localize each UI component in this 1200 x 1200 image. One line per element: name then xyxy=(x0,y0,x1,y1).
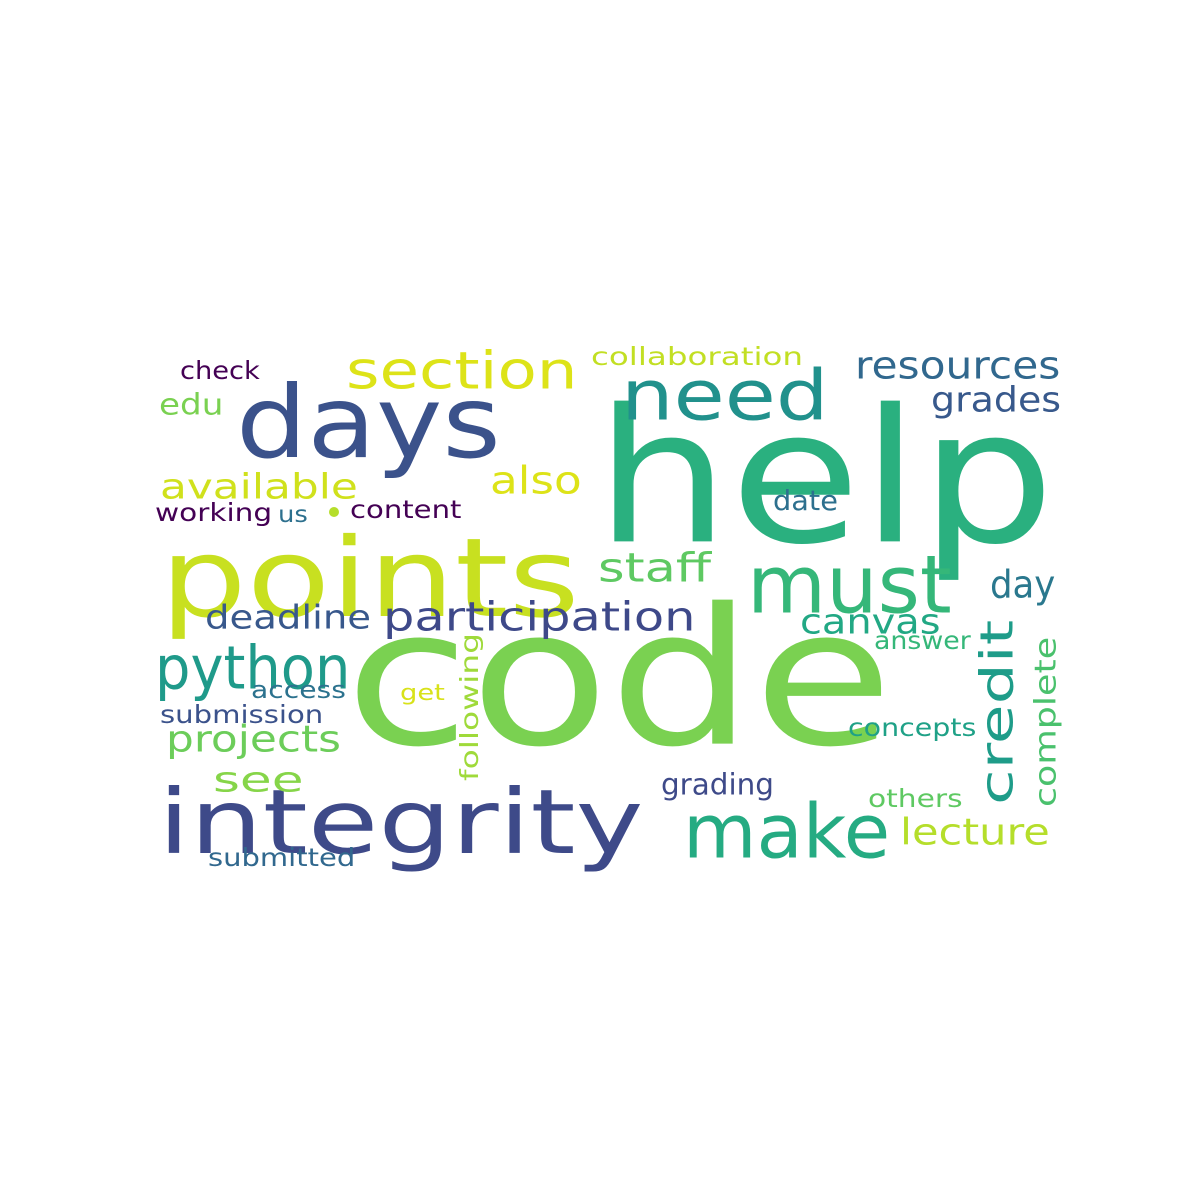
word-content: content xyxy=(350,496,462,525)
word-must: must xyxy=(747,538,952,632)
word-section: section xyxy=(346,340,578,401)
word-working: working xyxy=(155,499,273,528)
word-concepts: concepts xyxy=(848,714,977,743)
word-lecture: lecture xyxy=(900,811,1050,854)
word-submitted: submitted xyxy=(208,844,356,873)
word-also: also xyxy=(490,459,582,503)
dot-mark xyxy=(329,507,339,517)
word-see: see xyxy=(213,759,304,800)
word-date: date xyxy=(773,485,838,517)
word-staff: staff xyxy=(598,544,712,591)
word-need: need xyxy=(621,356,829,437)
word-complete: complete xyxy=(1029,636,1063,807)
word-check: check xyxy=(180,357,260,386)
word-code: code xyxy=(345,568,894,790)
word-answer: answer xyxy=(874,627,971,656)
word-access: access xyxy=(251,676,346,704)
word-canvas: canvas xyxy=(800,601,941,642)
word-grades: grades xyxy=(931,379,1062,420)
word-make: make xyxy=(683,788,891,876)
word-day: day xyxy=(990,563,1056,607)
word-grading: grading xyxy=(661,768,774,802)
word-help: help xyxy=(595,369,1055,586)
word-following: following xyxy=(456,632,485,781)
word-resources: resources xyxy=(855,344,1061,388)
word-get: get xyxy=(400,681,445,706)
word-available: available xyxy=(160,466,358,507)
word-submission: submission xyxy=(160,701,324,730)
word-edu: edu xyxy=(159,388,224,422)
word-credit: credit xyxy=(971,619,1024,805)
word-us: us xyxy=(278,501,308,528)
word-python: python xyxy=(155,633,351,703)
word-days: days xyxy=(236,364,501,481)
word-projects: projects xyxy=(166,718,341,761)
word-integrity: integrity xyxy=(158,770,644,875)
word-participation: participation xyxy=(383,593,696,640)
word-others: others xyxy=(868,785,963,814)
word-collaboration: collaboration xyxy=(591,343,804,372)
word-deadline: deadline xyxy=(205,599,372,637)
word-points: points xyxy=(160,515,580,643)
